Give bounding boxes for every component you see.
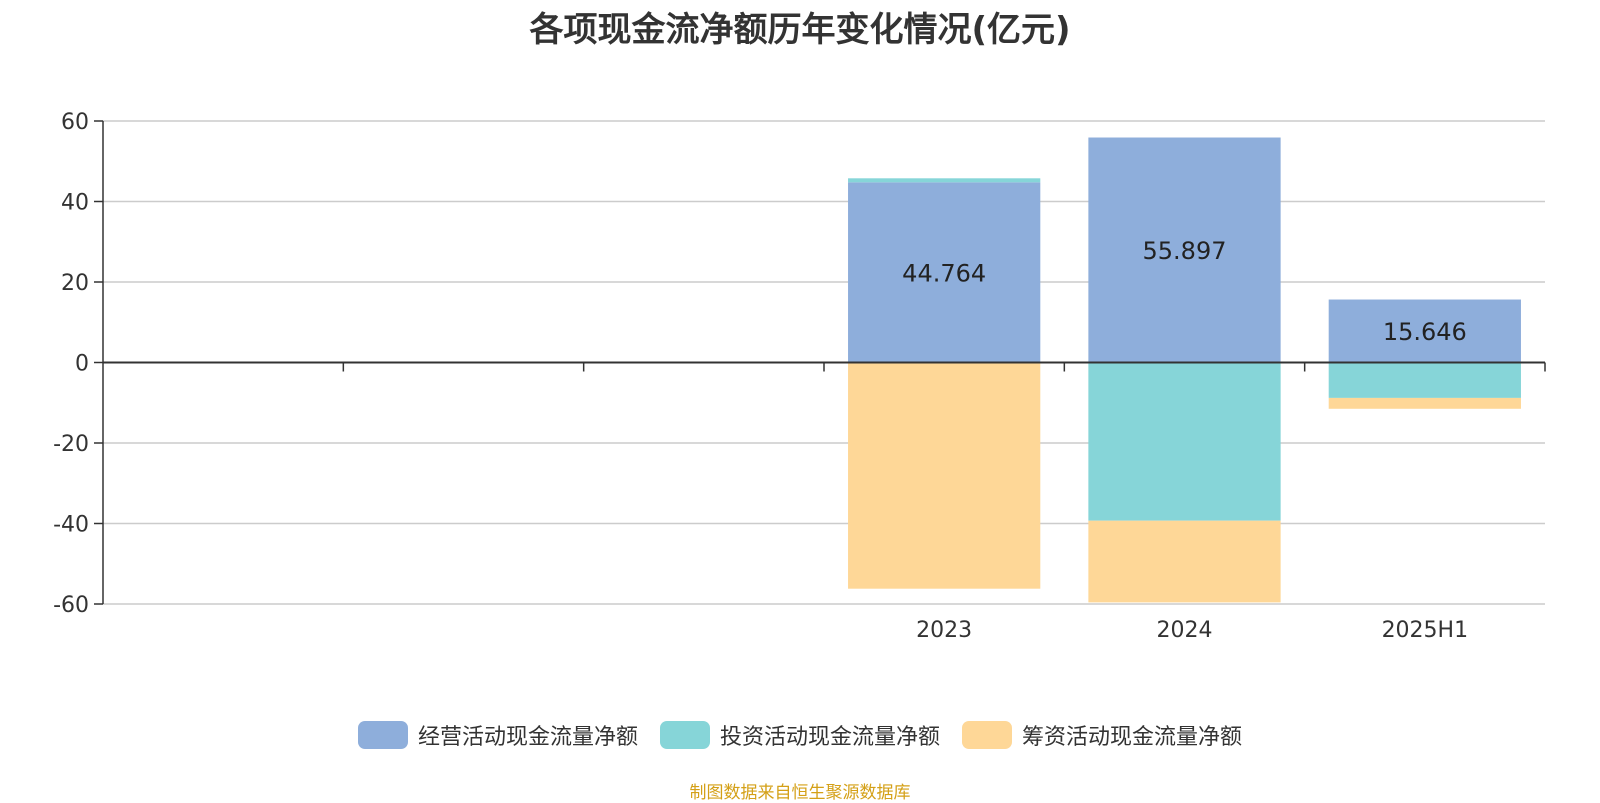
legend-item-1[interactable]: 经营活动现金流量净额: [357, 719, 638, 751]
x-tick-label: 2024: [1157, 618, 1213, 643]
data-label: 44.764: [902, 259, 986, 287]
legend-label: 经营活动现金流量净额: [417, 725, 638, 750]
bar-series2-2024: [1088, 362, 1281, 521]
legend-swatch: [357, 721, 408, 749]
x-tick-label: 2025H1: [1382, 618, 1469, 643]
y-tick-label: -20: [53, 432, 89, 457]
bar-series3-2023: [848, 362, 1041, 589]
legend-item-2[interactable]: 投资活动现金流量净额: [659, 719, 940, 751]
legend-swatch: [962, 721, 1012, 749]
source-note: 制图数据来自恒生聚源数据库: [689, 783, 911, 803]
bar-series3-2024: [1088, 520, 1281, 603]
bar-series1-2023: [848, 182, 1041, 363]
y-tick-label: -40: [53, 513, 89, 538]
legend-label: 投资活动现金流量净额: [719, 725, 940, 750]
x-tick-label: 2023: [916, 618, 972, 643]
legend: 经营活动现金流量净额 投资活动现金流量净额 筹资活动现金流量净额: [0, 719, 1600, 751]
y-tick-label: 60: [61, 110, 89, 135]
bar-series1-2024: [1088, 137, 1281, 363]
y-tick-label: 20: [61, 271, 89, 296]
bar-series1-2025H1: [1328, 299, 1521, 363]
y-tick-label: -60: [53, 593, 89, 618]
legend-item-3[interactable]: 筹资活动现金流量净额: [962, 719, 1242, 751]
bar-series3-2025H1: [1328, 397, 1521, 409]
bar-series2-2025H1: [1328, 362, 1521, 398]
data-label: 55.897: [1143, 237, 1227, 265]
bar-series2-2023: [848, 178, 1041, 183]
legend-label: 筹资活动现金流量净额: [1022, 725, 1243, 750]
y-tick-label: 40: [61, 191, 89, 216]
chart-title: 各项现金流净额历年变化情况(亿元): [529, 10, 1071, 50]
legend-swatch: [659, 721, 710, 749]
data-label: 15.646: [1383, 318, 1467, 346]
y-tick-label: 0: [75, 352, 89, 377]
